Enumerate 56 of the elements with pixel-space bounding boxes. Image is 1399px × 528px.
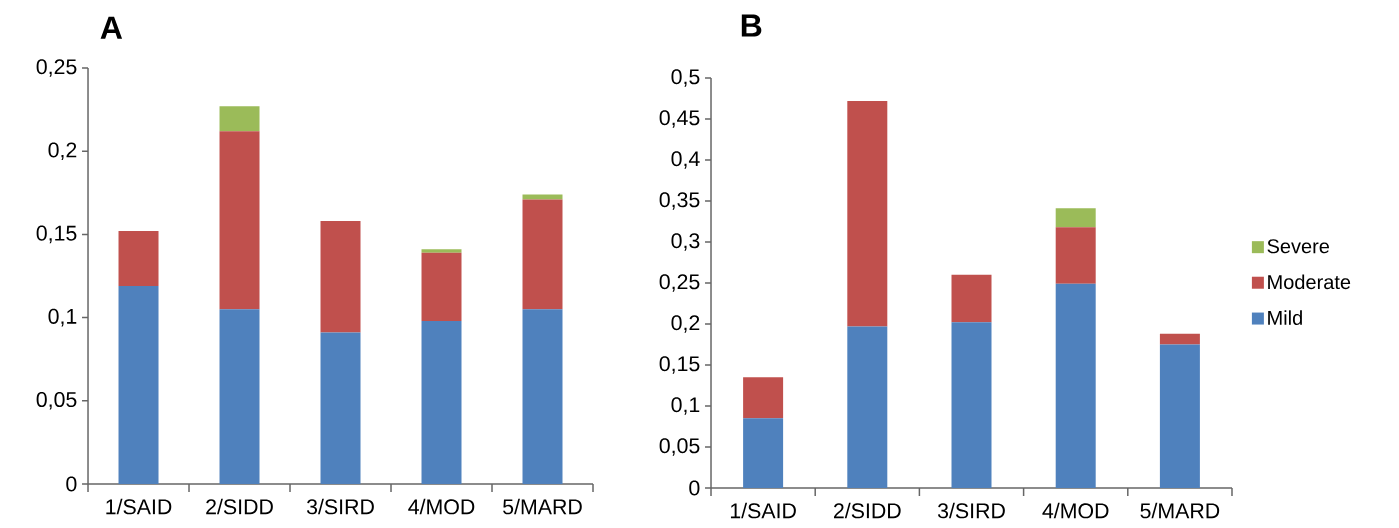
- legend-label: Moderate: [1268, 274, 1351, 290]
- y-tick-label: 0,2: [48, 142, 77, 160]
- legend-label: Severe: [1267, 239, 1330, 254]
- x-tick-label: 3/SIRD: [306, 498, 374, 515]
- bar: [522, 194, 563, 200]
- y-tick-label: 0,2: [671, 315, 700, 333]
- bar: [1055, 227, 1096, 284]
- bar: [1159, 333, 1200, 345]
- y-tick-label: 0,3: [671, 233, 700, 251]
- bar: [743, 377, 784, 419]
- y-tick-label: 0,35: [659, 192, 700, 210]
- bar: [951, 274, 992, 323]
- bar: [522, 199, 563, 310]
- bar: [743, 418, 784, 488]
- x-tick-label: 1/SAID: [106, 498, 172, 515]
- y-tick-label: 0,15: [659, 356, 700, 374]
- bar: [421, 249, 462, 253]
- x-tick-label: 5/MARD: [1140, 502, 1220, 519]
- bar: [118, 231, 159, 286]
- x-tick-label: 5/MARD: [503, 498, 582, 515]
- bar: [219, 309, 260, 484]
- y-tick-label: 0: [66, 476, 77, 492]
- bar: [522, 309, 563, 484]
- y-tick-label: 0,25: [659, 274, 700, 292]
- bar: [219, 131, 260, 310]
- bar: [847, 100, 888, 327]
- y-tick-label: 0,4: [671, 151, 700, 169]
- x-tick-label: 3/SIRD: [937, 502, 1005, 519]
- bar: [1055, 208, 1096, 228]
- x-tick-label: 2/SIDD: [833, 502, 901, 519]
- bar: [421, 252, 462, 321]
- x-tick-label: 4/MOD: [408, 498, 475, 515]
- x-tick-label: 1/SAID: [730, 502, 796, 519]
- bar: [320, 221, 361, 333]
- x-tick-label: 2/SIDD: [206, 498, 273, 515]
- chart-title: A: [100, 16, 123, 39]
- y-tick-label: 0,15: [36, 225, 77, 244]
- bar: [951, 322, 992, 488]
- bar: [320, 332, 361, 484]
- y-tick-label: 0,05: [659, 438, 700, 456]
- y-tick-label: 0: [689, 480, 700, 496]
- y-tick-label: 0,5: [671, 69, 700, 87]
- bar: [118, 285, 159, 484]
- y-tick-label: 0,05: [36, 391, 77, 410]
- bar: [847, 326, 888, 488]
- y-tick-label: 0,45: [659, 110, 700, 128]
- y-tick-label: 0,1: [48, 308, 77, 327]
- legend-label: Mild: [1268, 310, 1302, 325]
- chart-title: B: [741, 14, 762, 37]
- y-tick-label: 0,1: [671, 397, 700, 415]
- x-tick-label: 4/MOD: [1042, 502, 1109, 519]
- bar: [1159, 344, 1200, 488]
- bar: [1055, 283, 1096, 488]
- bar: [219, 106, 260, 132]
- y-tick-label: 0,25: [36, 59, 77, 77]
- bar: [421, 320, 462, 484]
